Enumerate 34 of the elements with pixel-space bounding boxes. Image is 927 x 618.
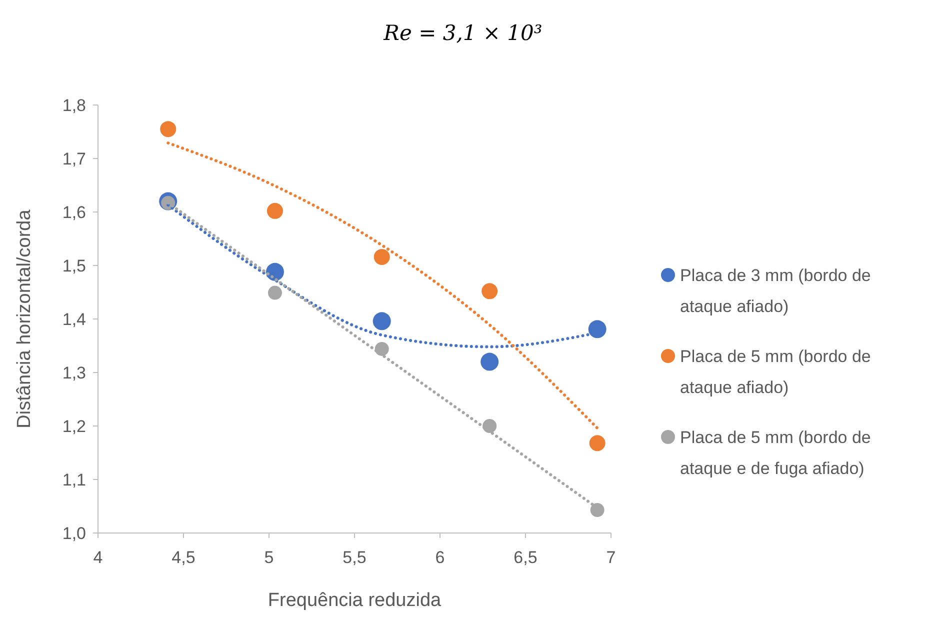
y-tick-label: 1,3: [62, 363, 86, 382]
point: [482, 283, 498, 300]
point: [160, 121, 176, 138]
chart-title: Re = 3,1 × 10³: [382, 21, 542, 45]
point: [480, 352, 499, 371]
point: [374, 248, 390, 265]
legend-label: Placa de 3 mm (bordo de ataque afiado): [680, 266, 871, 316]
legend-label: Placa de 5 mm (bordo de ataque afiado): [680, 346, 871, 397]
x-tick-label: 5,5: [342, 548, 366, 567]
point: [372, 312, 391, 330]
y-tick-label: 1,7: [62, 149, 86, 168]
point: [588, 320, 606, 338]
y-tick-label: 1,5: [62, 256, 86, 276]
y-tick-label: 1,1: [62, 470, 86, 490]
x-tick-label: 4,5: [172, 548, 196, 567]
y-tick-label: 1,2: [62, 416, 86, 436]
y-axis-title: Distância horizontal/corda: [14, 209, 35, 428]
y-tick-label: 1,8: [62, 96, 86, 115]
point: [589, 435, 606, 452]
x-tick-label: 4: [93, 548, 103, 567]
x-tick-label: 6,5: [514, 548, 538, 567]
y-tick-label: 1,4: [62, 310, 86, 329]
x-tick-label: 5: [264, 548, 274, 567]
x-axis-title: Frequência reduzida: [268, 590, 442, 611]
point: [268, 286, 282, 300]
point: [590, 502, 604, 517]
x-tick-label: 7: [606, 548, 616, 567]
y-tick-label: 1,0: [62, 524, 86, 543]
x-tick-label: 6: [435, 548, 445, 567]
y-tick-label: 1,6: [62, 202, 86, 222]
point: [374, 342, 389, 356]
line-series: [166, 141, 599, 430]
legend-label: Placa de 5 mm (bordo de ataque e de fuga afiado): [680, 428, 871, 478]
point: [266, 202, 283, 219]
